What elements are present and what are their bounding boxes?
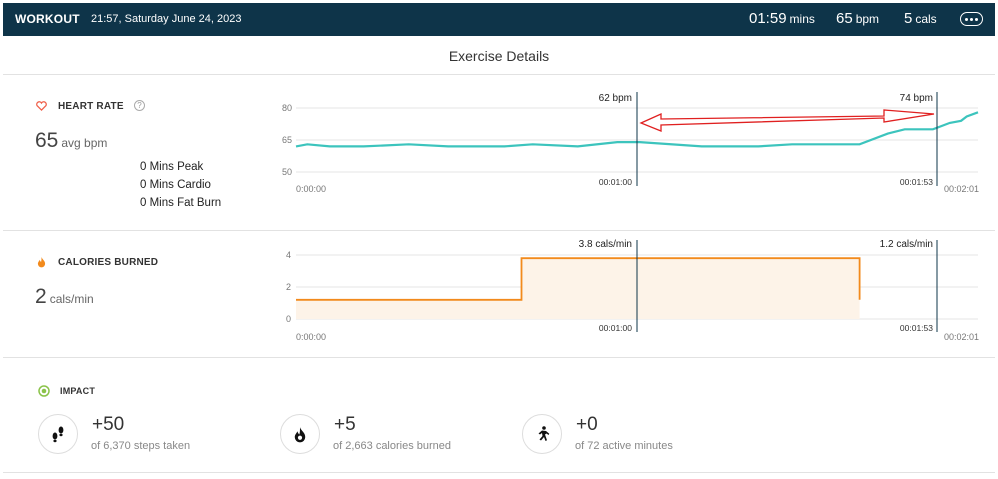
x-start-time: 0:00:00 [296,332,326,342]
duration-unit: mins [789,12,815,26]
cursor-left-value: 3.8 cals/min [579,239,632,250]
workout-title: WORKOUT [15,12,80,26]
zone-cardio: 0 Mins Cardio [140,179,211,191]
calories-value: 5 [904,10,913,27]
more-dot-icon [965,17,968,21]
y-tick-label: 80 [282,103,292,113]
impact-target-icon [38,385,50,397]
heart-rate-label: HEART RATE [58,101,124,112]
x-start-time: 0:00:00 [296,184,326,194]
flame-icon [37,257,46,268]
calories-series-line [296,257,861,301]
more-options-button[interactable] [960,12,983,26]
calories-rate-unit: cals/min [49,292,94,306]
more-dot-icon [975,17,978,21]
y-tick-label: 2 [286,282,291,292]
workout-datetime: 21:57, Saturday June 24, 2023 [91,13,242,25]
heart-rate-unit: bpm [855,12,880,26]
x-end-time: 00:02:01 [944,184,979,194]
impact-label: IMPACT [60,386,96,396]
calories-burned-label: CALORIES BURNED [58,257,159,268]
heart-icon [36,101,47,111]
x-end-time: 00:02:01 [944,332,979,342]
heart-rate-stat: 65 bpm [836,10,879,27]
calories-chart[interactable]: 4 2 0 3.8 cals/min 1.2 cals/min 00:01:00… [0,0,998,360]
cursor-left-value: 62 bpm [599,93,632,104]
calories-area-fill [296,258,860,319]
divider [3,230,995,231]
workout-header-bar: WORKOUT 21:57, Saturday June 24, 2023 01… [3,3,995,36]
heart-rate-series-line [295,111,979,148]
avg-heart-rate-unit: avg bpm [61,136,108,150]
impact-active-desc: of 72 active minutes [575,440,673,452]
zone-fat-burn: 0 Mins Fat Burn [140,197,222,209]
y-tick-label: 4 [286,250,291,260]
calories-stat: 5 cals [904,10,937,27]
divider [3,74,995,75]
more-dot-icon [970,17,973,21]
divider [3,472,995,473]
cursor-left-time: 00:01:00 [599,323,632,333]
impact-calories-value: +5 [334,414,356,435]
y-tick-label: 50 [282,167,292,177]
heart-rate-value: 65 [836,10,853,27]
y-tick-label: 0 [286,314,291,324]
avg-heart-rate: 65 avg bpm [35,129,107,153]
duration-value: 01:59 [749,10,787,27]
divider [3,357,995,358]
duration-stat: 01:59 mins [749,10,815,27]
impact-active-value: +0 [576,414,598,435]
impact-steps-value: +50 [92,414,125,435]
cursor-right-value: 1.2 cals/min [880,239,933,250]
impact-calories-desc: of 2,663 calories burned [333,440,452,452]
calories-rate-value: 2 [35,285,47,308]
calories-rate: 2 cals/min [35,285,94,309]
info-icon[interactable]: ? [134,100,145,111]
arrow-shape [639,109,935,132]
cursor-left-time: 00:01:00 [599,177,632,187]
runner-icon [522,414,562,454]
heart-rate-chart[interactable]: 80 65 50 62 bpm 74 bpm 00:01:00 00:01:53… [0,0,998,230]
avg-heart-rate-value: 65 [35,129,59,152]
impact-steps-desc: of 6,370 steps taken [91,440,191,452]
double-arrow-annotation [639,109,935,132]
cursor-right-time: 00:01:53 [900,177,933,187]
y-tick-label: 65 [282,135,292,145]
cursor-right-value: 74 bpm [900,93,933,104]
flame-icon [280,414,320,454]
cursor-right-time: 00:01:53 [900,323,933,333]
page-title: Exercise Details [448,48,550,64]
zone-peak: 0 Mins Peak [140,161,204,173]
calories-unit: cals [915,12,937,26]
footsteps-icon [38,414,78,454]
